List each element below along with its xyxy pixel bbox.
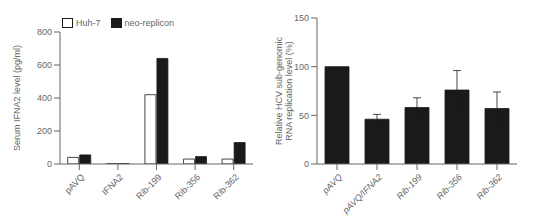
svg-text:800: 800 — [37, 27, 52, 37]
svg-text:150: 150 — [294, 13, 309, 23]
svg-text:pAVQ/IFNA2: pAVQ/IFNA2 — [340, 172, 384, 216]
svg-text:pAVQ: pAVQ — [63, 172, 87, 196]
svg-text:Relative HCV sub-genomicRNA re: Relative HCV sub-genomicRNA replication … — [274, 36, 294, 145]
svg-text:600: 600 — [37, 60, 52, 70]
svg-text:50: 50 — [299, 111, 309, 121]
svg-text:Rib-356: Rib-356 — [435, 172, 464, 201]
svg-text:Rib-199: Rib-199 — [395, 172, 424, 201]
svg-text:Rib-356: Rib-356 — [173, 172, 202, 201]
svg-text:IFNA2: IFNA2 — [100, 172, 125, 197]
svg-text:400: 400 — [37, 93, 52, 103]
html-text:neo-replicon: neo-replicon — [124, 18, 174, 28]
html-text:Huh-7: Huh-7 — [76, 18, 101, 28]
svg-text:0: 0 — [304, 159, 309, 169]
svg-text:200: 200 — [37, 126, 52, 136]
svg-text:Rib-362: Rib-362 — [475, 172, 504, 201]
svg-text:Rib-362: Rib-362 — [211, 172, 240, 201]
svg-text:pAVQ: pAVQ — [320, 172, 344, 196]
svg-text:Rib-199: Rib-199 — [134, 172, 163, 201]
svg-text:Serum IFNA2 level (pg/ml): Serum IFNA2 level (pg/ml) — [12, 45, 22, 151]
svg-text:100: 100 — [294, 62, 309, 72]
svg-text:0: 0 — [47, 159, 52, 169]
